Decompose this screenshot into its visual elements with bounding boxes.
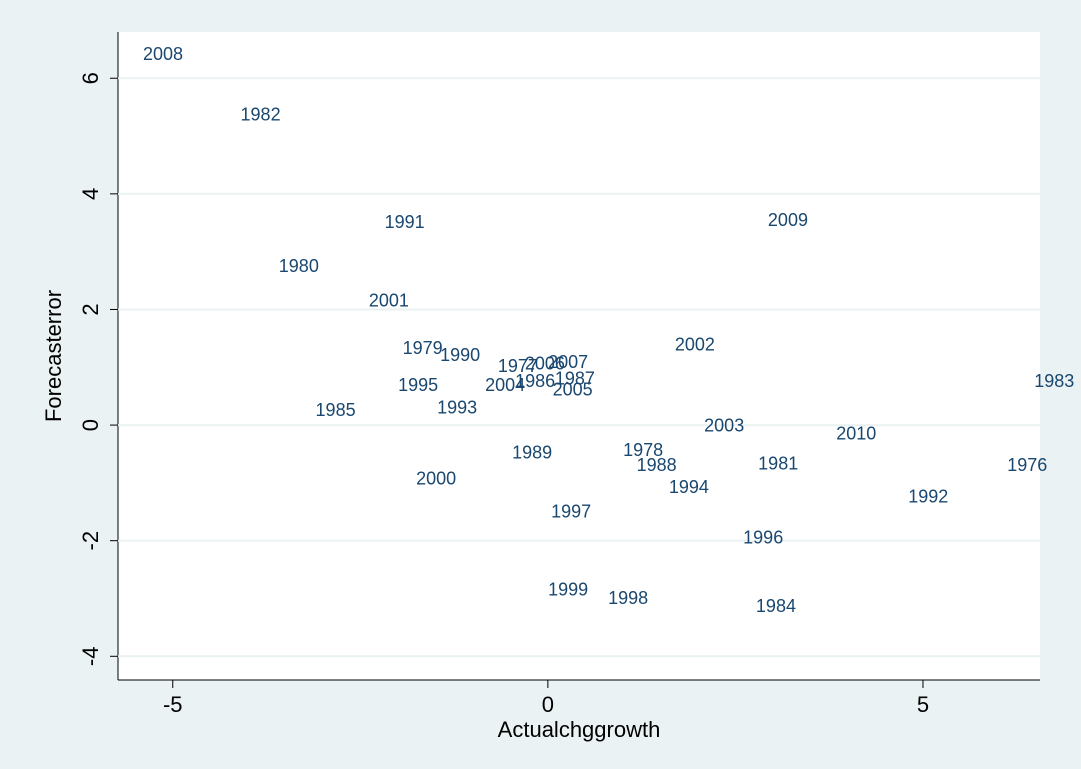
point-label: 1997 (551, 502, 591, 522)
point-label: 1992 (908, 487, 948, 507)
point-label: 1977 (498, 356, 538, 376)
point-label: 1979 (403, 338, 443, 358)
x-axis-title: Actualchggrowth (498, 717, 661, 742)
point-label: 1994 (669, 477, 709, 497)
plot-area (118, 32, 1040, 680)
point-label: 1980 (279, 256, 319, 276)
point-label: 1985 (316, 400, 356, 420)
point-label: 2008 (143, 44, 183, 64)
y-tick-label: 0 (78, 419, 103, 431)
point-label: 1999 (548, 580, 588, 600)
y-tick-label: 6 (78, 72, 103, 84)
x-tick-label: -5 (163, 692, 183, 717)
x-tick-label: 0 (542, 692, 554, 717)
point-label: 2004 (485, 375, 525, 395)
point-label: 1984 (756, 596, 796, 616)
point-label: 2001 (369, 291, 409, 311)
point-label: 2006 (525, 354, 565, 374)
point-label: 1986 (515, 371, 555, 391)
point-label: 1981 (758, 454, 798, 474)
point-label: 1991 (385, 212, 425, 232)
point-label: 1993 (437, 398, 477, 418)
y-tick-label: 4 (78, 188, 103, 200)
point-label: 1998 (608, 588, 648, 608)
point-label: 2007 (548, 352, 588, 372)
point-label: 1989 (512, 443, 552, 463)
point-label: 2002 (675, 335, 715, 355)
y-axis-title: Forecasterror (41, 290, 66, 422)
point-label: 1978 (623, 440, 663, 460)
point-label: 2009 (768, 210, 808, 230)
point-label: 1987 (555, 369, 595, 389)
y-tick-label: 2 (78, 303, 103, 315)
point-label: 1996 (743, 528, 783, 548)
point-label: 1990 (440, 345, 480, 365)
x-tick-label: 5 (917, 692, 929, 717)
point-label: 1988 (637, 455, 677, 475)
point-label: 1982 (241, 105, 281, 125)
point-label: 1995 (398, 375, 438, 395)
point-label: 2003 (704, 416, 744, 436)
point-label: 1976 (1007, 455, 1047, 475)
y-tick-label: -2 (78, 531, 103, 551)
point-label: 2000 (416, 469, 456, 489)
y-tick-label: -4 (78, 647, 103, 667)
point-label: 2010 (836, 424, 876, 444)
point-label: 2005 (553, 380, 593, 400)
point-label: 1983 (1034, 371, 1074, 391)
